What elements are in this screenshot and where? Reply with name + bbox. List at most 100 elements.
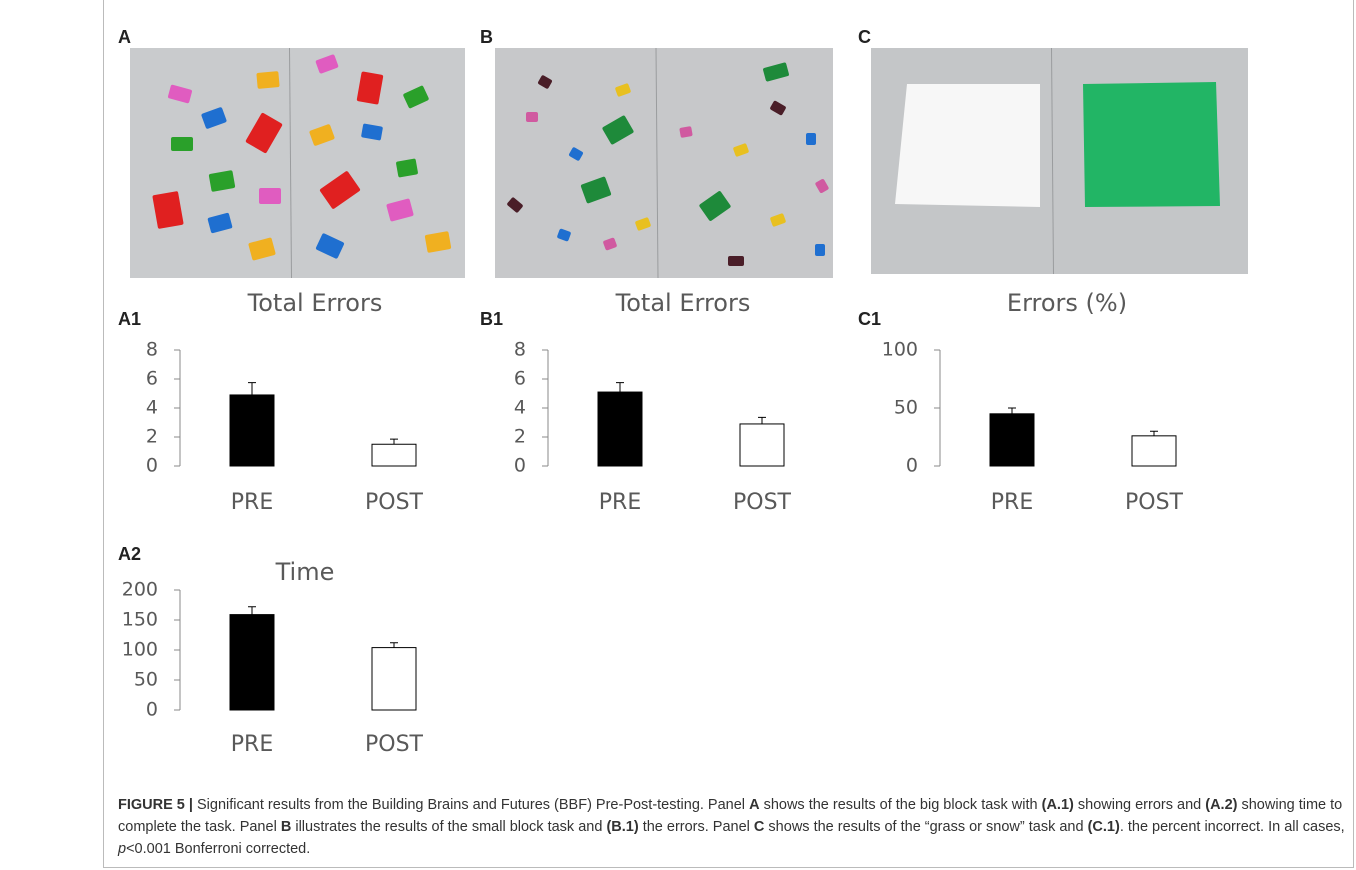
panel-label: A1 bbox=[118, 309, 141, 329]
y-tick-label: 0 bbox=[146, 455, 158, 477]
block bbox=[256, 71, 280, 89]
caption-run: C bbox=[753, 819, 765, 835]
error-bar bbox=[758, 416, 766, 424]
error-bar bbox=[1150, 430, 1158, 436]
paper-green bbox=[1083, 82, 1220, 207]
x-tick-label: PRE bbox=[231, 732, 273, 757]
y-tick-label: 100 bbox=[882, 339, 918, 361]
block bbox=[635, 217, 651, 231]
y-tick-label: 2 bbox=[514, 426, 526, 448]
bar bbox=[371, 647, 417, 711]
block bbox=[208, 170, 236, 192]
block bbox=[679, 126, 693, 138]
photo-divider bbox=[289, 47, 292, 279]
error-bar bbox=[248, 606, 256, 615]
block bbox=[603, 237, 617, 251]
block bbox=[815, 179, 829, 193]
block bbox=[168, 84, 192, 104]
block bbox=[699, 191, 731, 221]
x-tick-label: PRE bbox=[599, 490, 641, 515]
x-tick-label: POST bbox=[733, 490, 792, 515]
bar bbox=[229, 394, 275, 467]
photo bbox=[495, 48, 833, 278]
panel-label: A bbox=[118, 27, 131, 47]
error-bar bbox=[390, 438, 398, 445]
bar bbox=[989, 413, 1035, 467]
block bbox=[770, 213, 786, 227]
y-tick-label: 6 bbox=[146, 368, 158, 390]
x-tick-label: POST bbox=[365, 732, 424, 757]
y-tick-label: 100 bbox=[122, 639, 158, 661]
block bbox=[569, 147, 583, 161]
caption-run: illustrates the results of the small blo… bbox=[291, 819, 607, 835]
y-tick-label: 50 bbox=[134, 669, 158, 691]
y-tick-label: 8 bbox=[514, 339, 526, 361]
block bbox=[526, 112, 538, 122]
caption-run: shows the results of the big block task … bbox=[759, 797, 1042, 813]
block bbox=[815, 244, 825, 256]
figure-frame bbox=[103, 0, 1354, 868]
block bbox=[806, 133, 816, 145]
block bbox=[728, 256, 744, 266]
block bbox=[361, 123, 383, 141]
y-tick-label: 0 bbox=[146, 699, 158, 721]
bar bbox=[229, 614, 275, 711]
block bbox=[207, 212, 233, 234]
caption-run: shows the results of the “grass or snow”… bbox=[764, 819, 1088, 835]
block bbox=[557, 228, 571, 242]
block bbox=[763, 62, 789, 82]
photo-divider bbox=[655, 47, 659, 279]
block bbox=[615, 83, 631, 97]
chart-title: Total Errors bbox=[247, 289, 383, 317]
y-tick-label: 2 bbox=[146, 426, 158, 448]
caption-run: (A.2) bbox=[1205, 797, 1238, 813]
block bbox=[245, 113, 283, 153]
block bbox=[152, 191, 184, 229]
x-tick-label: PRE bbox=[991, 490, 1033, 515]
block bbox=[507, 197, 523, 213]
y-tick-label: 200 bbox=[122, 579, 158, 601]
bar bbox=[1131, 435, 1177, 467]
caption-run: FIGURE 5 | bbox=[118, 797, 197, 813]
block bbox=[315, 233, 345, 259]
caption-run: <0.001 Bonferroni corrected. bbox=[126, 841, 311, 857]
block bbox=[248, 237, 276, 261]
block bbox=[602, 115, 634, 145]
x-tick-label: POST bbox=[365, 490, 424, 515]
y-tick-label: 150 bbox=[122, 609, 158, 631]
block bbox=[770, 100, 786, 116]
caption-run: (B.1) bbox=[606, 819, 639, 835]
block bbox=[356, 71, 384, 105]
y-tick-label: 8 bbox=[146, 339, 158, 361]
block bbox=[171, 137, 193, 151]
y-tick-label: 50 bbox=[894, 397, 918, 419]
y-tick-label: 4 bbox=[514, 397, 526, 419]
block bbox=[424, 231, 452, 253]
block bbox=[403, 85, 429, 109]
paper-white bbox=[895, 84, 1040, 207]
y-tick-label: 0 bbox=[906, 455, 918, 477]
caption: FIGURE 5 | Significant results from the … bbox=[118, 794, 1350, 860]
x-tick-label: POST bbox=[1125, 490, 1184, 515]
block bbox=[538, 75, 552, 89]
block bbox=[319, 171, 361, 209]
block bbox=[259, 188, 281, 204]
block bbox=[733, 143, 749, 157]
error-bar bbox=[1008, 407, 1016, 414]
bar bbox=[597, 391, 643, 467]
caption-run: Significant results from the Building Br… bbox=[197, 797, 750, 813]
y-tick-label: 4 bbox=[146, 397, 158, 419]
bar bbox=[739, 423, 785, 467]
panel-label: B bbox=[480, 27, 493, 47]
caption-run: B bbox=[280, 819, 292, 835]
panel-label: A2 bbox=[118, 544, 141, 564]
figure: A B C A1 Total Errors 0 2 4 6 8 PRE POST B1 Total Err… bbox=[118, 27, 1248, 757]
caption-run: showing errors and bbox=[1073, 797, 1206, 813]
chart-title: Errors (%) bbox=[1007, 289, 1127, 317]
bar bbox=[371, 443, 417, 467]
panel-label: B1 bbox=[480, 309, 503, 329]
caption-run: (A.1) bbox=[1041, 797, 1074, 813]
block bbox=[315, 54, 339, 74]
y-tick-label: 0 bbox=[514, 455, 526, 477]
y-tick-label: 6 bbox=[514, 368, 526, 390]
